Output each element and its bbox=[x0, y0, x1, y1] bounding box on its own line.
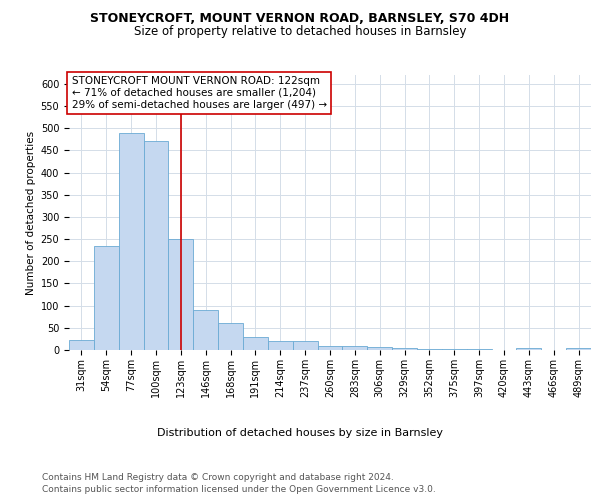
Bar bbox=[517, 348, 541, 350]
Text: Size of property relative to detached houses in Barnsley: Size of property relative to detached ho… bbox=[134, 25, 466, 38]
Bar bbox=[442, 349, 467, 350]
Bar bbox=[143, 140, 169, 350]
Bar bbox=[119, 132, 143, 350]
Bar bbox=[218, 324, 243, 350]
Text: Distribution of detached houses by size in Barnsley: Distribution of detached houses by size … bbox=[157, 428, 443, 438]
Bar bbox=[293, 341, 317, 350]
Bar bbox=[467, 349, 491, 350]
Bar bbox=[193, 310, 218, 350]
Y-axis label: Number of detached properties: Number of detached properties bbox=[26, 130, 37, 294]
Bar bbox=[343, 346, 367, 350]
Bar bbox=[317, 346, 343, 350]
Bar bbox=[392, 348, 417, 350]
Bar bbox=[94, 246, 119, 350]
Bar bbox=[243, 336, 268, 350]
Bar bbox=[268, 341, 293, 350]
Bar bbox=[69, 340, 94, 350]
Text: Contains HM Land Registry data © Crown copyright and database right 2024.: Contains HM Land Registry data © Crown c… bbox=[42, 472, 394, 482]
Text: STONEYCROFT MOUNT VERNON ROAD: 122sqm
← 71% of detached houses are smaller (1,20: STONEYCROFT MOUNT VERNON ROAD: 122sqm ← … bbox=[71, 76, 327, 110]
Text: Contains public sector information licensed under the Open Government Licence v3: Contains public sector information licen… bbox=[42, 485, 436, 494]
Text: STONEYCROFT, MOUNT VERNON ROAD, BARNSLEY, S70 4DH: STONEYCROFT, MOUNT VERNON ROAD, BARNSLEY… bbox=[91, 12, 509, 26]
Bar bbox=[566, 348, 591, 350]
Bar bbox=[367, 347, 392, 350]
Bar bbox=[169, 239, 193, 350]
Bar bbox=[417, 348, 442, 350]
